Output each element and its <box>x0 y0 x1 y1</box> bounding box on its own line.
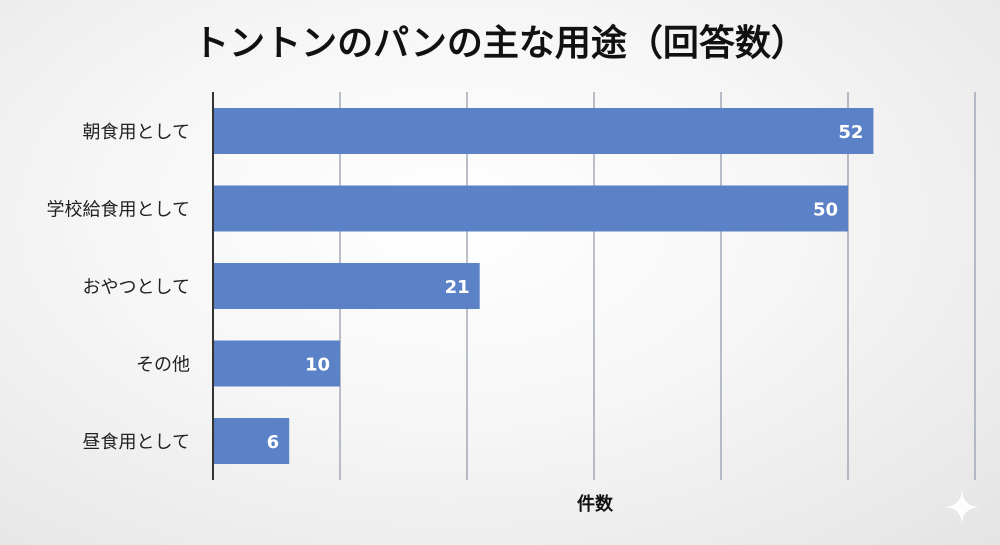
data-label: 6 <box>267 432 280 453</box>
x-axis-label: 件数 <box>577 494 613 515</box>
sparkle-icon <box>945 490 979 524</box>
data-label: 21 <box>445 277 470 298</box>
data-label: 52 <box>838 122 863 143</box>
bar <box>213 340 340 387</box>
category-label: 朝食用として <box>83 122 190 143</box>
category-label: 学校給食用として <box>47 200 190 221</box>
bar <box>213 418 290 464</box>
category-label: おやつとして <box>83 277 190 298</box>
bar <box>213 263 480 309</box>
category-label: 昼食用として <box>83 432 190 453</box>
category-label: その他 <box>136 355 190 376</box>
chart-title: トントンのパンの主な用途（回答数） <box>193 23 807 64</box>
data-label: 50 <box>813 200 838 221</box>
bar <box>213 108 874 154</box>
bar <box>213 185 848 232</box>
data-label: 10 <box>305 355 330 376</box>
